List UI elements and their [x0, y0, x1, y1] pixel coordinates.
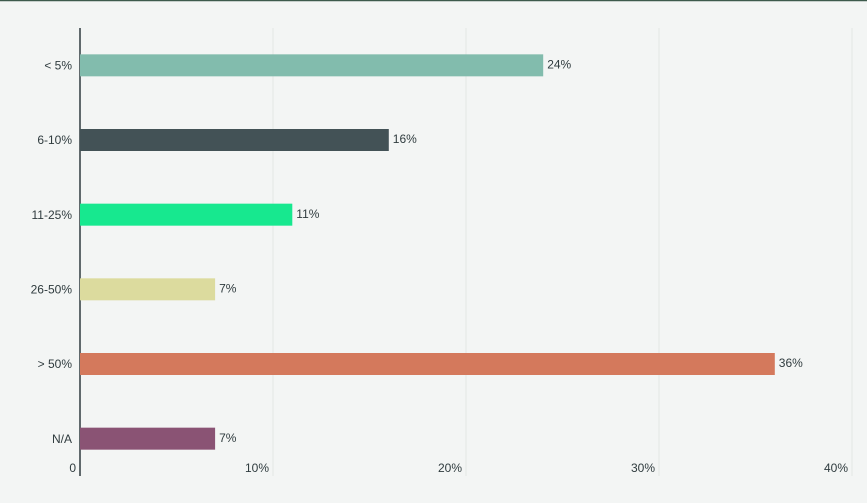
y-tick-label: 26-50% — [31, 283, 73, 297]
y-tick-label: > 50% — [38, 357, 73, 371]
value-label: 7% — [219, 282, 237, 296]
bar — [80, 353, 775, 375]
bar — [80, 203, 293, 226]
y-tick-label: 11-25% — [32, 208, 73, 222]
x-tick-label: 30% — [631, 461, 655, 475]
y-tick-label: N/A — [52, 432, 72, 446]
bar — [80, 278, 216, 301]
x-tick-label: 40% — [824, 461, 848, 475]
bar — [80, 54, 544, 77]
bar — [80, 427, 216, 450]
value-label: 36% — [779, 356, 803, 370]
value-label: 7% — [219, 431, 237, 445]
x-tick-label: 20% — [438, 461, 462, 475]
bar — [80, 129, 389, 151]
value-label: 11% — [296, 207, 319, 221]
x-tick-label: 10% — [245, 461, 269, 475]
y-tick-label: < 5% — [44, 59, 72, 73]
value-label: 24% — [547, 58, 571, 72]
value-label: 16% — [393, 132, 417, 146]
y-tick-label: 6-10% — [37, 133, 72, 147]
x-tick-label: 0 — [69, 461, 76, 475]
